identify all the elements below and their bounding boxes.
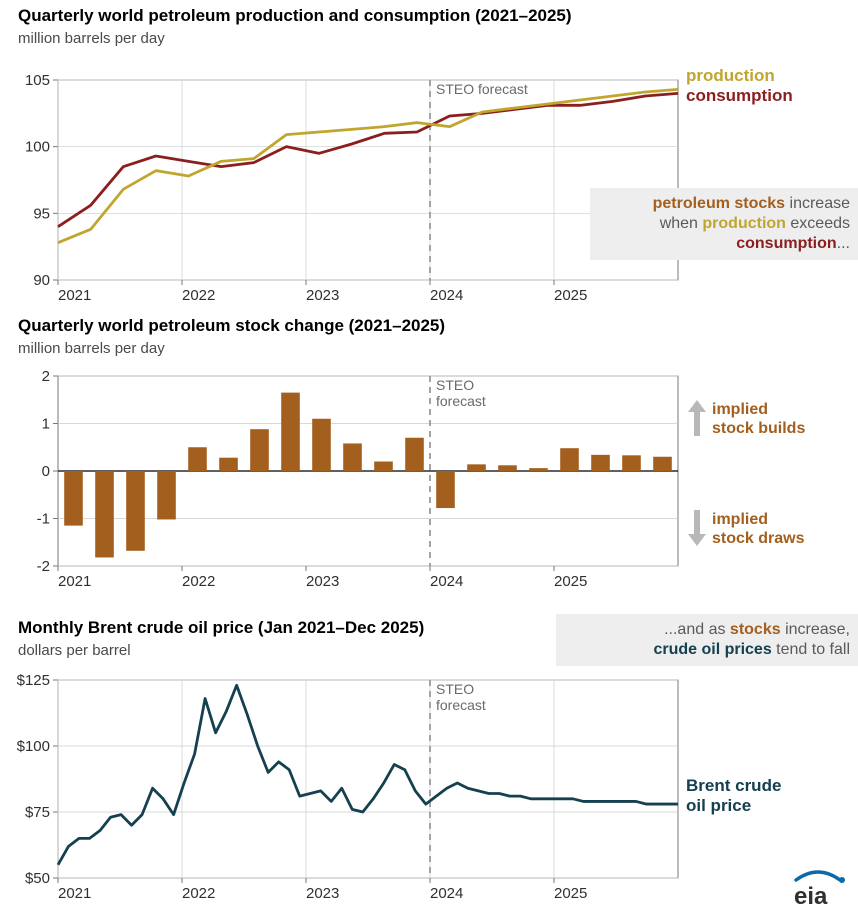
- svg-text:STEO: STEO: [436, 681, 474, 697]
- svg-text:forecast: forecast: [436, 697, 486, 713]
- svg-text:$100: $100: [17, 738, 50, 755]
- svg-text:$125: $125: [17, 672, 50, 689]
- svg-text:2024: 2024: [430, 885, 463, 902]
- chart3-callout-word-prices: crude oil prices: [653, 641, 771, 658]
- chart3-callout-pre: ...and as: [664, 621, 730, 638]
- chart3-callout-mid: increase,: [781, 621, 850, 638]
- chart3-callout: ...and as stocks increase, crude oil pri…: [556, 614, 858, 666]
- svg-text:2022: 2022: [182, 885, 215, 902]
- svg-text:$50: $50: [25, 870, 50, 887]
- svg-text:2023: 2023: [306, 885, 339, 902]
- svg-text:2021: 2021: [58, 885, 91, 902]
- svg-text:$75: $75: [25, 804, 50, 821]
- svg-text:eia: eia: [794, 883, 828, 908]
- svg-text:2025: 2025: [554, 885, 587, 902]
- chart3-callout-word-stocks: stocks: [730, 621, 781, 638]
- chart3-callout-post: tend to fall: [772, 641, 850, 658]
- eia-logo: eia: [788, 868, 848, 908]
- chart3-legend-brent: Brent crudeoil price: [686, 776, 781, 817]
